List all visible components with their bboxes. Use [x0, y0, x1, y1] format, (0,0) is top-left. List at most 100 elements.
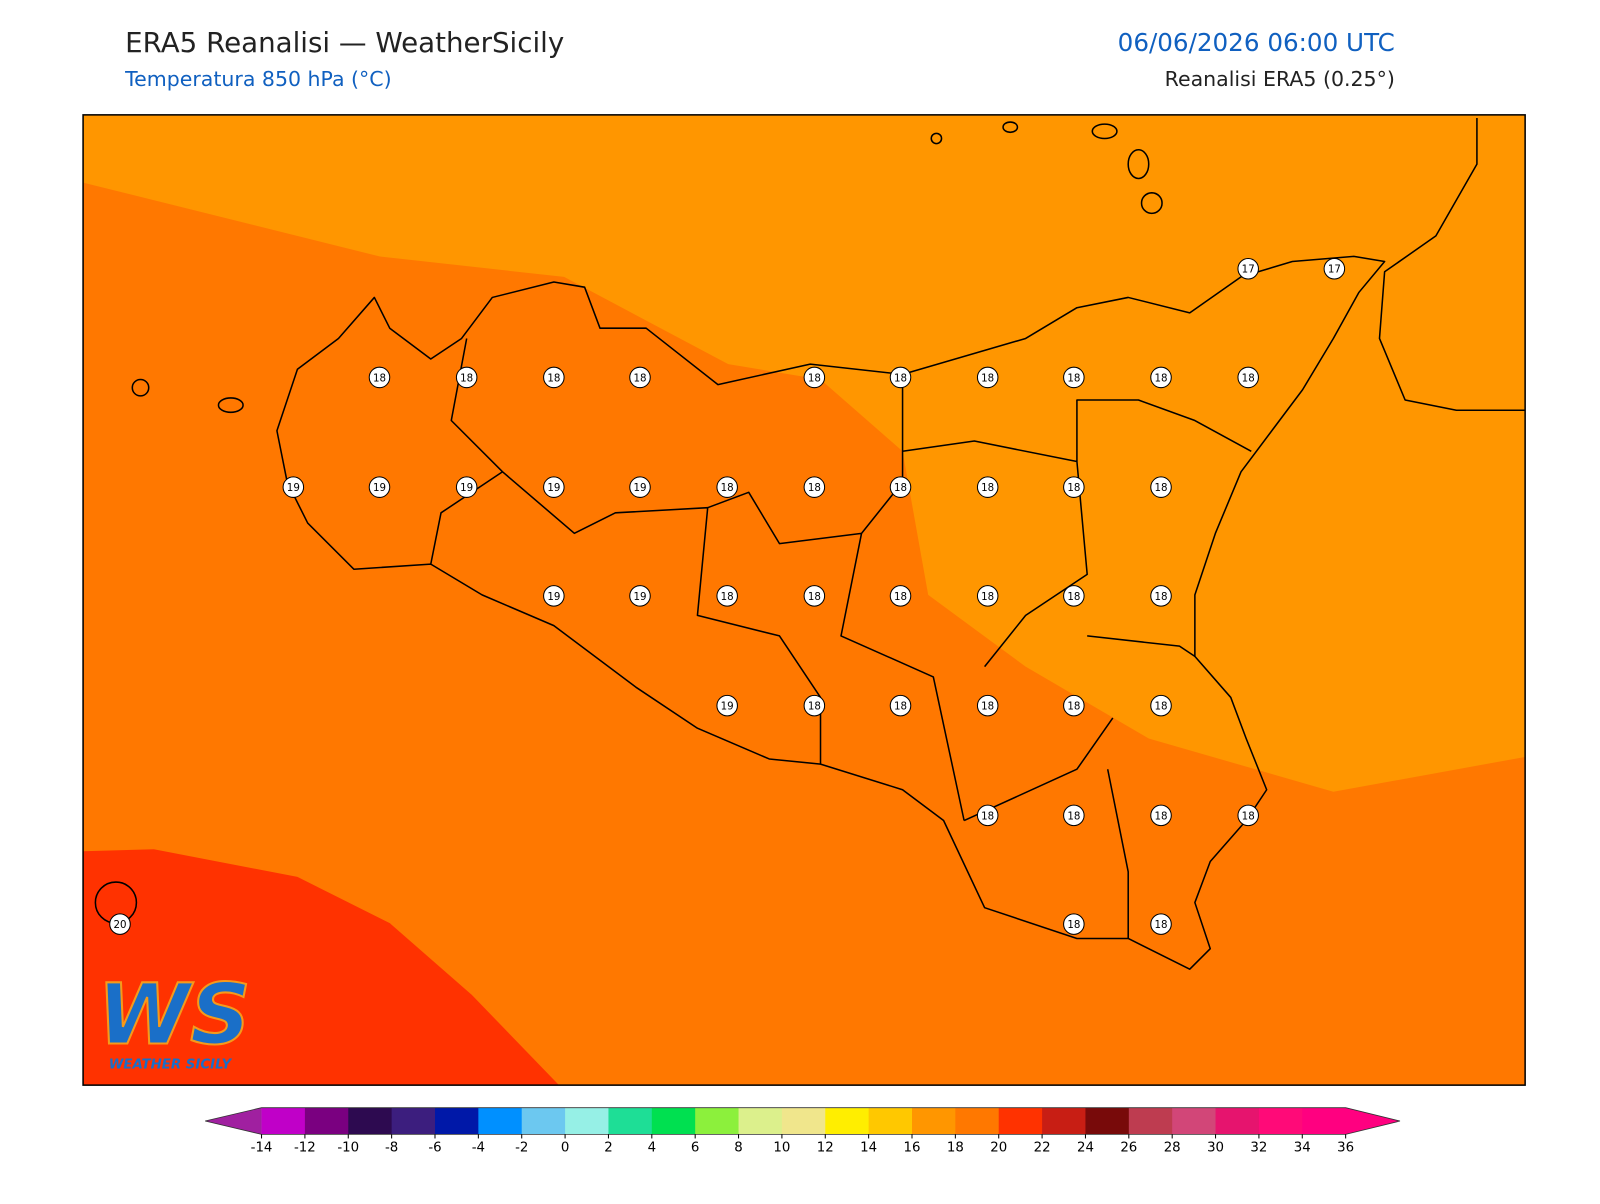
station-marker — [976, 476, 999, 498]
station-value: 19 — [633, 482, 646, 494]
colorbar-bin — [1172, 1107, 1217, 1135]
colorbar-tick-label: 22 — [1034, 1141, 1051, 1156]
station-marker — [1150, 476, 1172, 498]
station-marker — [1150, 913, 1172, 935]
station-value: 18 — [1067, 591, 1080, 603]
station-value: 18 — [1155, 810, 1168, 822]
station-marker — [803, 476, 826, 498]
island — [131, 378, 150, 397]
station-marker — [1237, 804, 1259, 827]
station-value: 18 — [808, 701, 821, 713]
station-value: 18 — [981, 591, 994, 603]
station-marker — [368, 366, 391, 389]
colorbar-bin — [781, 1107, 826, 1135]
station-value: 18 — [1067, 919, 1080, 931]
station-value: 18 — [1067, 372, 1080, 384]
colorbar-bin — [1302, 1107, 1347, 1135]
station-marker — [629, 476, 651, 498]
colorbar-bin — [868, 1107, 913, 1135]
colorbar-bin — [695, 1107, 740, 1135]
station-value: 18 — [1155, 919, 1168, 931]
colorbar-bin — [478, 1107, 523, 1135]
colorbar-bin — [1128, 1107, 1173, 1135]
island — [1091, 123, 1118, 140]
station-value: 19 — [633, 591, 646, 603]
colorbar-over — [1345, 1107, 1400, 1135]
colorbar-bin — [1215, 1107, 1260, 1135]
station-marker — [455, 366, 478, 389]
station-value: 18 — [981, 372, 994, 384]
colorbar-bin — [521, 1107, 566, 1135]
field-18-20 — [83, 182, 1526, 1086]
colorbar-bin — [565, 1107, 609, 1135]
station-value: 18 — [1067, 701, 1080, 713]
station-marker — [976, 585, 999, 607]
colorbar-tick-label: 14 — [860, 1141, 877, 1156]
station-marker — [1063, 585, 1085, 607]
calabria-coast — [1378, 117, 1526, 412]
colorbar-tick-label: -10 — [337, 1141, 359, 1156]
station-marker — [1150, 585, 1172, 607]
station-marker — [1150, 694, 1172, 717]
colorbar-tick-label: -6 — [428, 1141, 441, 1156]
station-marker — [1063, 694, 1085, 717]
island — [217, 397, 244, 414]
station-marker — [629, 585, 651, 607]
station-value: 19 — [287, 482, 300, 494]
station-marker — [1323, 257, 1346, 280]
station-value: 19 — [547, 591, 560, 603]
station-value: 18 — [460, 372, 473, 384]
colorbar-tick-label: 34 — [1294, 1141, 1311, 1156]
colorbar-bin — [304, 1107, 349, 1135]
station-marker — [976, 694, 999, 717]
station-marker — [889, 366, 912, 389]
station-value: 18 — [1067, 810, 1080, 822]
colorbar-tick-label: 24 — [1077, 1141, 1094, 1156]
station-value: 18 — [808, 372, 821, 384]
station-value: 18 — [894, 591, 907, 603]
station-marker — [282, 476, 305, 498]
colorbar-bin — [651, 1107, 696, 1135]
colorbar-tick-label: 4 — [648, 1141, 656, 1156]
station-marker — [889, 585, 912, 607]
station-value: 18 — [1242, 810, 1255, 822]
station-value: 20 — [113, 919, 126, 931]
station-value: 18 — [808, 591, 821, 603]
logo-text: WEATHER SICILY — [109, 1058, 233, 1073]
colorbar-under — [205, 1107, 262, 1135]
station-value: 18 — [981, 701, 994, 713]
source: Reanalisi ERA5 (0.25°) — [1165, 67, 1395, 91]
colorbar-bin — [1042, 1107, 1086, 1135]
station-marker — [1237, 366, 1259, 389]
station-marker — [803, 585, 826, 607]
station-value: 18 — [1155, 591, 1168, 603]
logo-mark: WS — [97, 965, 250, 1063]
colorbar-bin — [348, 1107, 393, 1135]
station-marker — [629, 366, 651, 389]
station-marker — [1063, 913, 1085, 935]
colorbar-bin — [261, 1107, 306, 1135]
colorbar-tick-label: 16 — [904, 1141, 921, 1156]
station-marker — [1150, 804, 1172, 827]
colorbar-bin — [1085, 1107, 1130, 1135]
colorbar-tick-label: 12 — [817, 1141, 834, 1156]
title: ERA5 Reanalisi — WeatherSicily — [125, 26, 564, 59]
map-frame — [82, 114, 1526, 1086]
station-value: 18 — [373, 372, 386, 384]
station-marker — [1063, 366, 1085, 389]
colorbar-tick-label: 8 — [734, 1141, 742, 1156]
station-marker — [803, 694, 826, 717]
station-value: 18 — [1242, 372, 1255, 384]
station-value: 18 — [894, 701, 907, 713]
colorbar-tick-label: -2 — [515, 1141, 528, 1156]
station-marker — [976, 366, 999, 389]
station-value: 18 — [1155, 372, 1168, 384]
colorbar-tick-label: -8 — [385, 1141, 398, 1156]
station-value: 17 — [1328, 264, 1341, 276]
station-value: 18 — [1155, 482, 1168, 494]
island — [1140, 192, 1163, 215]
station-value: 18 — [721, 591, 734, 603]
island — [1127, 148, 1150, 180]
